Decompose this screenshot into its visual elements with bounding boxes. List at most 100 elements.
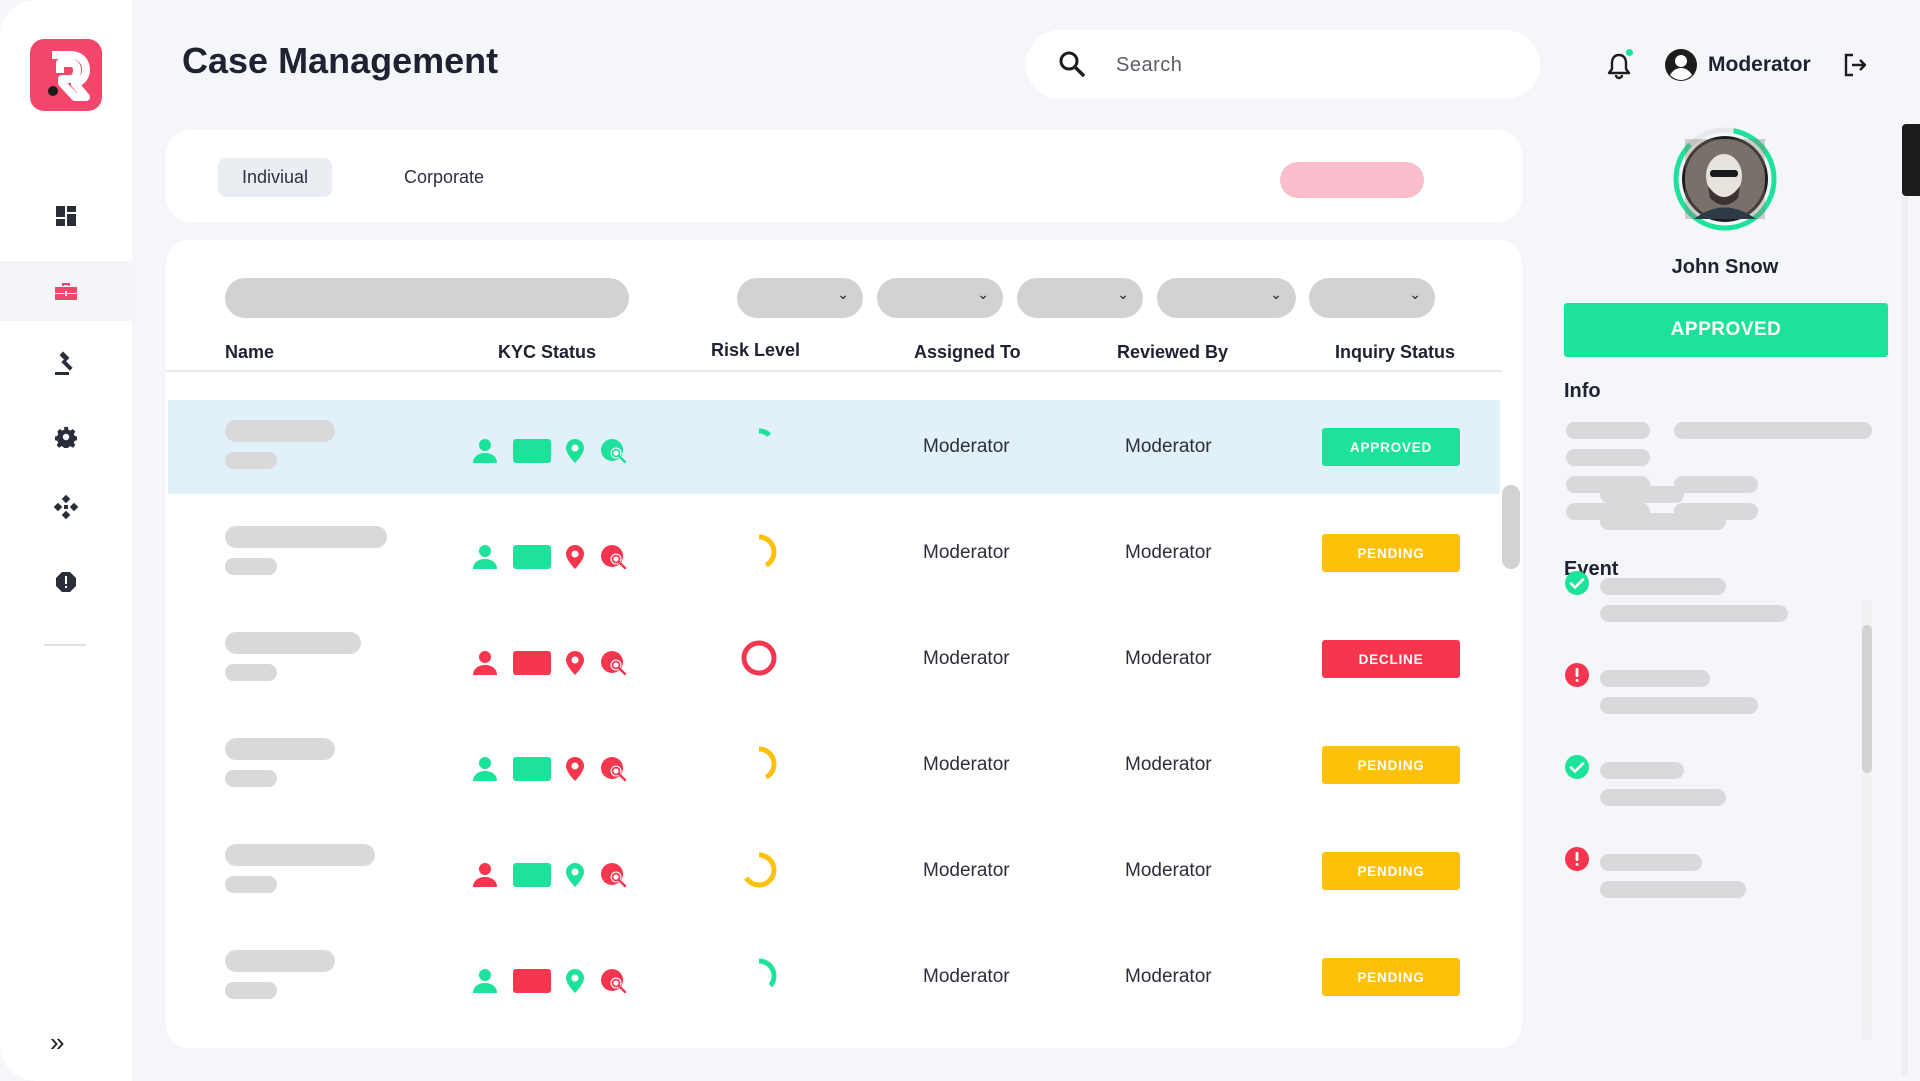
gear-icon [55,426,77,448]
reviewed-by-cell: Moderator [1125,754,1212,775]
filter-dropdown[interactable]: ⌄ [877,278,1003,318]
id-card-icon [513,545,551,569]
event-detail-placeholder [1600,605,1788,622]
person-icon [473,651,497,675]
inquiry-status-badge[interactable]: PENDING [1322,746,1460,784]
profile-avatar[interactable] [1672,126,1778,232]
chevron-down-icon: ⌄ [977,286,989,302]
person-icon [473,863,497,887]
action-button-placeholder[interactable] [1280,162,1424,198]
id-card-icon [513,863,551,887]
inquiry-status-badge[interactable]: APPROVED [1322,428,1460,466]
sidebar-item-legal[interactable] [0,334,132,394]
event-scrollbar[interactable] [1862,625,1872,773]
filter-dropdown[interactable]: ⌄ [1017,278,1143,318]
inquiry-status-badge[interactable]: PENDING [1322,534,1460,572]
table-row[interactable]: Moderator Moderator APPROVED [168,400,1500,494]
page-title: Case Management [182,40,499,81]
chevron-down-icon: ⌄ [1117,286,1129,302]
column-header-reviewed[interactable]: Reviewed By [1117,342,1229,362]
notifications-button[interactable] [1606,49,1633,85]
table-row[interactable]: Moderator Moderator PENDING [168,824,1500,918]
chevron-down-icon: ⌄ [1409,286,1421,302]
filter-dropdown[interactable]: ⌄ [737,278,863,318]
person-icon [473,439,497,463]
inquiry-status-badge[interactable]: PENDING [1322,958,1460,996]
chevron-down-icon: ⌄ [837,286,849,302]
table-search-placeholder[interactable] [225,278,629,318]
sidebar-item-dashboard[interactable] [0,186,132,246]
name-placeholder [225,950,335,972]
inquiry-status-badge[interactable]: DECLINE [1322,640,1460,678]
window-scrollbar-thumb[interactable] [1902,124,1920,196]
sidebar-item-network[interactable] [0,477,132,537]
globe-search-icon [601,439,627,464]
logout-button[interactable] [1842,52,1868,83]
info-placeholder [1566,449,1650,466]
check-icon [1565,571,1589,595]
chevron-down-icon: ⌄ [1270,286,1282,302]
user-avatar-icon [1665,49,1697,81]
gavel-icon [55,351,73,375]
event-detail-placeholder [1600,697,1758,714]
table-row[interactable]: Moderator Moderator DECLINE [168,612,1500,706]
person-icon [473,545,497,569]
assigned-to-cell: Moderator [923,966,1010,987]
column-header-name[interactable]: Name [225,342,275,362]
column-header-kyc[interactable]: KYC Status [498,342,597,362]
event-title-placeholder [1600,578,1726,595]
kyc-status-icons [471,543,629,571]
id-card-icon [513,651,551,675]
sidebar-item-settings[interactable] [0,407,132,467]
risk-level-indicator [741,428,777,464]
profile-name: John Snow [1671,256,1779,278]
event-title-placeholder [1600,670,1710,687]
name-placeholder [225,844,375,866]
search-input[interactable] [1114,30,1518,101]
kyc-status-icons [471,649,629,677]
subtext-placeholder [225,558,277,575]
name-placeholder [225,420,335,442]
assigned-to-cell: Moderator [923,648,1010,669]
location-pin-icon [566,863,584,887]
subtext-placeholder [225,770,277,787]
assigned-to-cell: Moderator [923,436,1010,457]
alert-icon [56,572,76,592]
tab-individual[interactable]: Indiviual [218,158,333,197]
column-header-assigned[interactable]: Assigned To [914,342,1021,362]
risk-level-indicator [741,852,777,888]
event-title-placeholder [1600,762,1684,779]
globe-search-icon [601,863,627,888]
sidebar-item-alerts[interactable] [0,552,132,612]
globe-search-icon [601,651,627,676]
search-bar[interactable] [1026,30,1540,101]
app-logo[interactable] [30,39,102,111]
filter-dropdown[interactable]: ⌄ [1157,278,1296,318]
error-icon [1565,663,1589,687]
table-row[interactable]: Moderator Moderator PENDING [168,930,1500,1024]
sidebar: » [0,0,132,1081]
subtext-placeholder [225,664,277,681]
filter-dropdown[interactable]: ⌄ [1309,278,1435,318]
dashboard-icon [56,206,76,226]
location-pin-icon [566,651,584,675]
kyc-status-icons [471,861,629,889]
event-detail-placeholder [1600,881,1746,898]
name-placeholder [225,632,361,654]
info-heading: Info [1564,380,1601,402]
reviewed-by-cell: Moderator [1125,860,1212,881]
tab-corporate[interactable]: Corporate [380,158,508,197]
table-scrollbar[interactable] [1502,485,1520,569]
status-approved-button[interactable]: APPROVED [1564,303,1888,357]
risk-level-indicator [741,640,777,676]
table-row[interactable]: Moderator Moderator PENDING [168,506,1500,600]
table-row[interactable]: Moderator Moderator PENDING [168,718,1500,812]
column-header-risk[interactable]: Risk Level [711,340,801,360]
expand-sidebar-icon[interactable]: » [50,1027,65,1057]
location-pin-icon [566,757,584,781]
inquiry-status-badge[interactable]: PENDING [1322,852,1460,890]
person-icon [473,757,497,781]
sidebar-item-cases[interactable] [0,261,132,321]
column-header-inquiry[interactable]: Inquiry Status [1335,342,1456,362]
user-menu[interactable]: Moderator [1664,48,1811,82]
